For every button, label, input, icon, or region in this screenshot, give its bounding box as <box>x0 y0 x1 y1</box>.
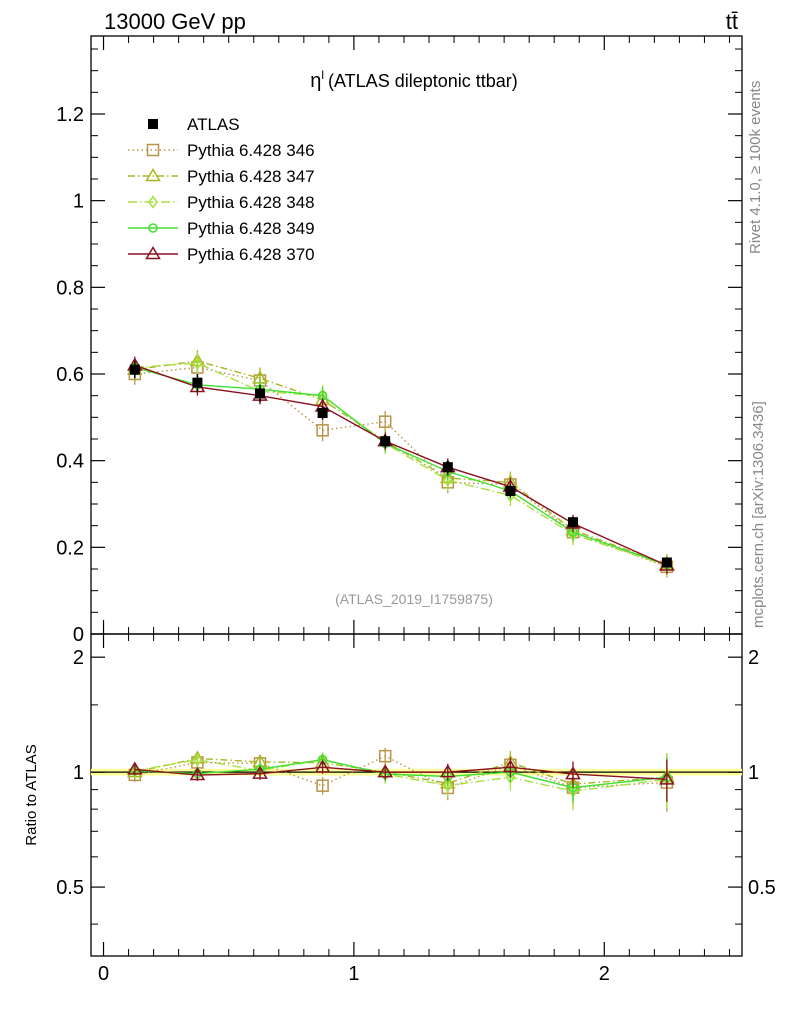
legend-marker-2 <box>148 195 158 209</box>
ratio-marker <box>127 761 143 775</box>
ratio-marker <box>439 764 456 778</box>
ratio-y-tick-label: 2 <box>73 647 84 669</box>
ratio-marker <box>252 765 268 779</box>
ratio-marker <box>189 767 206 781</box>
ratio-marker <box>377 764 394 778</box>
legend-marker-1 <box>145 168 161 182</box>
ratio-plot-frame <box>90 633 743 957</box>
title-symbol: η <box>310 70 321 92</box>
ratio-marker <box>659 771 675 785</box>
legend-label-4: Pythia 6.428 370 <box>187 245 315 264</box>
data-point <box>192 377 203 388</box>
ratio-marker <box>502 759 519 773</box>
mcplots-label: mcplots.cern.ch [arXiv:1306.3436] <box>750 401 767 628</box>
series-marker <box>442 473 453 487</box>
data-point <box>505 486 516 496</box>
ratio-y-tick-label-right: 1 <box>748 762 759 784</box>
ratio-marker <box>442 778 453 793</box>
main-y-tick-label: 0.6 <box>56 364 84 386</box>
ratio-marker <box>316 779 329 792</box>
x-tick-label: 0 <box>98 963 109 985</box>
legend-marker-data <box>148 119 158 129</box>
ratio-y-tick-label-right: 2 <box>748 647 759 669</box>
ratio-series-layer <box>127 747 675 812</box>
main-y-tick-label: 0.4 <box>56 451 84 473</box>
ratio-marker <box>565 766 581 780</box>
ratio-y-tick-label-right: 0.5 <box>748 877 776 899</box>
series-layer <box>127 350 675 578</box>
header-right-label: tt̄ <box>726 9 738 34</box>
series-line-1 <box>134 360 668 566</box>
ratio-y-axis-label: Ratio to ATLAS <box>23 744 40 845</box>
data-point <box>442 462 453 473</box>
x-tick-label: 2 <box>599 963 610 985</box>
data-point <box>129 364 140 375</box>
series-marker <box>378 415 392 428</box>
legend-label-2: Pythia 6.428 348 <box>187 193 315 212</box>
ratio-marker <box>129 764 140 778</box>
data-point <box>317 408 328 418</box>
main-y-tick-label: 0.8 <box>56 277 84 299</box>
legend-label-0: Pythia 6.428 346 <box>187 141 315 160</box>
header-left-label: 13000 GeV pp <box>104 9 246 34</box>
legend-marker-4 <box>145 246 161 260</box>
main-y-tick-label: 0.2 <box>56 537 84 559</box>
legend-label-data: ATLAS <box>187 115 240 134</box>
title-superscript: l <box>321 68 324 82</box>
legend-label-3: Pythia 6.428 349 <box>187 219 315 238</box>
chart-title: ηl (ATLAS dileptonic ttbar) <box>310 68 518 92</box>
legend-marker-0 <box>146 143 160 157</box>
series-marker <box>192 356 203 370</box>
main-y-tick-label: 1 <box>73 191 84 213</box>
axes-layer: 00.20.40.60.811.20.5 0.51 12 20 1 2 <box>56 36 776 985</box>
ratio-y-tick-label: 1 <box>73 762 84 784</box>
data-point <box>661 557 672 568</box>
legend: ATLAS Pythia 6.428 346 Pythia 6.428 347 Pyt… <box>128 115 315 264</box>
data-point <box>380 436 391 447</box>
x-tick-label: 1 <box>348 963 359 985</box>
main-y-tick-label: 0 <box>73 624 84 646</box>
ratio-marker <box>378 749 392 763</box>
series-marker <box>316 424 329 437</box>
legend-marker-3 <box>148 223 158 233</box>
legend-label-1: Pythia 6.428 347 <box>187 167 315 186</box>
data-point <box>567 517 578 528</box>
analysis-label: (ATLAS_2019_I1759875) <box>335 591 493 607</box>
ratio-marker <box>192 752 203 767</box>
main-y-tick-label: 1.2 <box>56 104 84 126</box>
data-point <box>255 388 266 399</box>
rivet-label: Rivet 4.1.0, ≥ 100k events <box>747 81 764 254</box>
title-text: (ATLAS dileptonic ttbar) <box>328 71 518 91</box>
ratio-y-tick-label: 0.5 <box>56 877 84 899</box>
ratio-marker <box>314 759 331 773</box>
